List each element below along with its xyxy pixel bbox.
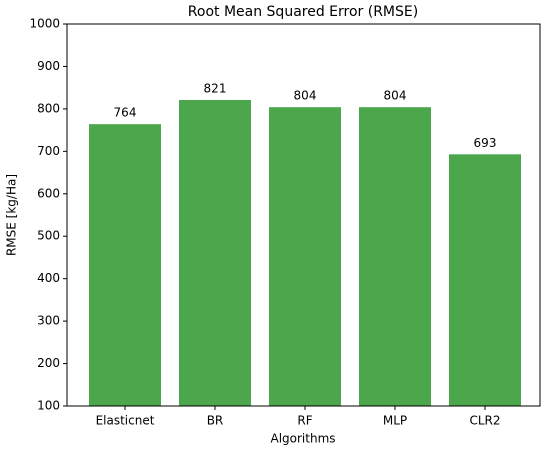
y-tick-label: 300: [37, 314, 60, 328]
data-label: 804: [384, 89, 407, 103]
x-tick-label: RF: [297, 414, 312, 428]
x-tick-label: BR: [207, 414, 224, 428]
bar: [179, 99, 251, 406]
bar: [89, 124, 161, 407]
data-label: 804: [294, 89, 317, 103]
y-tick-label: 800: [37, 101, 60, 115]
bar: [269, 107, 341, 407]
y-tick-label: 900: [37, 59, 60, 73]
y-tick-label: 200: [37, 356, 60, 370]
x-tick-label: MLP: [383, 414, 407, 428]
data-label: 821: [204, 81, 227, 95]
x-axis-label: Algorithms: [270, 432, 335, 446]
y-tick-label: 500: [37, 229, 60, 243]
y-tick-label: 700: [37, 144, 60, 158]
data-label: 764: [114, 106, 137, 120]
data-label: 693: [474, 136, 497, 150]
y-axis-label: RMSE [kg/Ha]: [5, 174, 19, 256]
y-tick-label: 1000: [29, 17, 60, 31]
x-tick-label: Elasticnet: [96, 414, 155, 428]
chart-title: Root Mean Squared Error (RMSE): [188, 4, 418, 20]
bar: [449, 154, 521, 406]
y-tick-label: 100: [37, 399, 60, 413]
plot-frame: [66, 23, 541, 407]
bar: [359, 107, 431, 407]
x-tick-label: CLR2: [469, 414, 500, 428]
y-tick-label: 600: [37, 186, 60, 200]
y-tick-label: 400: [37, 271, 60, 285]
